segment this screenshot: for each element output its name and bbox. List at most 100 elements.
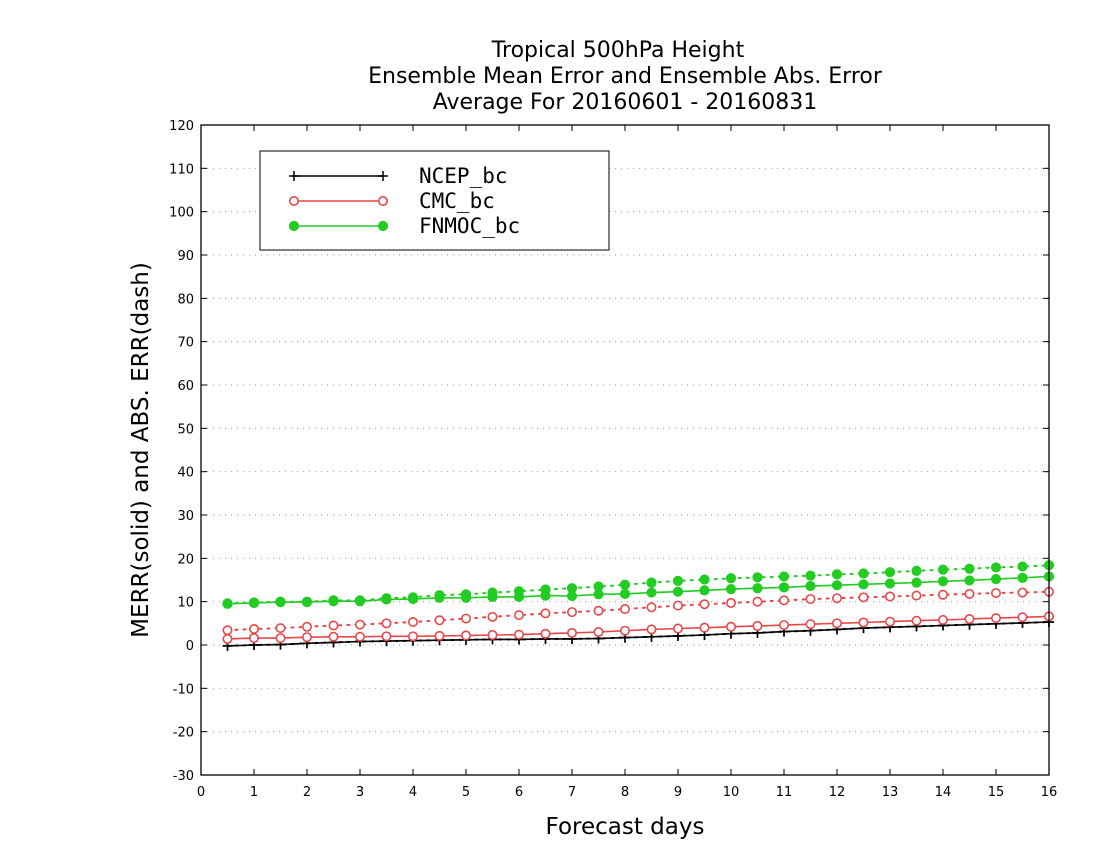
series-cmc-bc-merr-point [328, 631, 339, 642]
series-cmc-bc-abs-err-point [990, 587, 1001, 598]
y-tick-label: 60 [177, 379, 194, 394]
series-cmc-bc-merr-point [487, 630, 498, 641]
plot-frame [200, 124, 1050, 776]
x-tick-label: 15 [988, 785, 1005, 800]
series-cmc-bc-abs-err-point [540, 608, 551, 619]
series-fnmoc-bc-merr-point [540, 590, 551, 601]
series-fnmoc-bc-merr-point [513, 591, 525, 603]
series-cmc-bc-abs-err-point [275, 623, 286, 634]
series-ncep-bc-merr-line [227, 621, 1050, 647]
series-cmc-bc-merr-point [805, 619, 816, 630]
y-tick-label: 30 [177, 509, 194, 524]
series-fnmoc-bc-merr-point [778, 582, 790, 593]
series-cmc-bc-abs-err-point [434, 615, 445, 626]
series-cmc-bc-abs-err-point [566, 607, 577, 618]
series-fnmoc-bc-merr-point [487, 591, 498, 603]
x-tick-label: 8 [621, 785, 629, 800]
x-tick-label: 3 [356, 785, 364, 800]
series-fnmoc-bc-abs-err-point [990, 562, 1002, 573]
series-cmc-bc-abs-err-point [831, 593, 842, 604]
x-tick-label: 0 [197, 785, 205, 800]
series-cmc-bc-abs-err-point [778, 595, 789, 606]
series-fnmoc-bc-abs-err-point [778, 571, 790, 582]
y-tick-label: 110 [169, 162, 194, 177]
series-cmc-bc-merr-point [699, 622, 710, 633]
series-cmc-bc-merr-point [831, 618, 842, 629]
y-tick-label: 120 [169, 119, 194, 134]
x-tick-label: 16 [1041, 785, 1058, 800]
series-cmc-bc [222, 586, 1055, 644]
series-cmc-bc-merr-point [275, 633, 286, 644]
x-tick-label: 9 [674, 785, 682, 800]
y-tick-label: 50 [177, 422, 194, 437]
series-fnmoc-bc-abs-err-point [805, 570, 816, 581]
x-tick-label: 11 [776, 785, 793, 800]
series-fnmoc-bc-merr-point [1017, 572, 1028, 583]
y-tick-label: 10 [177, 596, 194, 611]
series-cmc-bc-merr-point [858, 617, 869, 628]
legend-marker-start-ncep-bc [289, 171, 299, 181]
series-cmc-bc-abs-err-point [381, 618, 392, 629]
series-fnmoc-bc-merr-point [275, 597, 286, 608]
series-cmc-bc-abs-err-point [301, 621, 312, 632]
series-fnmoc-bc-abs-err-point [619, 579, 631, 590]
chart-title-line-3: Average For 20160601 - 20160831 [433, 90, 818, 115]
series-cmc-bc-abs-err-point [752, 596, 763, 607]
series-cmc-bc-merr-point [1017, 612, 1028, 623]
x-tick-label: 10 [723, 785, 740, 800]
series-cmc-bc-abs-err-point [911, 590, 922, 601]
series-cmc-bc-abs-err-point [646, 602, 657, 613]
chart-title-line-1: Tropical 500hPa Height [491, 38, 745, 63]
series-cmc-bc-abs-err-point [964, 588, 975, 599]
y-tick-label: 20 [177, 552, 194, 567]
series-cmc-bc-abs-err-point [725, 597, 736, 608]
series-fnmoc-bc-merr-point [381, 594, 392, 605]
legend-entry-cmc-bc: CMC_bc [288, 189, 495, 213]
series-cmc-bc-abs-err-point [487, 611, 498, 622]
x-tick-label: 5 [462, 785, 470, 800]
series-cmc-bc-abs-err-point [699, 599, 710, 610]
series-fnmoc-bc-abs-err-point [964, 563, 975, 574]
series-cmc-bc-merr-point [725, 621, 736, 632]
series-cmc-bc-abs-err-point [937, 589, 948, 600]
series-fnmoc-bc-abs-err-point [831, 569, 843, 580]
y-tick-label: 90 [177, 249, 194, 264]
series-cmc-bc-merr-point [407, 631, 418, 642]
y-tick-label: 70 [177, 336, 194, 351]
x-tick-label: 1 [250, 785, 258, 800]
y-tick-label: 40 [177, 466, 194, 481]
legend-entry-fnmoc-bc: FNMOC_bc [288, 214, 520, 238]
series-cmc-bc-abs-err-point [407, 617, 418, 628]
series-cmc-bc-merr-point [566, 627, 577, 638]
series-cmc-bc-merr-point [249, 633, 260, 644]
series-fnmoc-bc-abs-err-point [884, 567, 896, 578]
series-fnmoc-bc-abs-err-point [672, 575, 684, 586]
x-tick-label: 12 [829, 785, 846, 800]
series-cmc-bc-abs-err-point [593, 605, 604, 616]
series-fnmoc-bc-merr-point [646, 587, 657, 598]
series-cmc-bc-abs-err-point [884, 591, 895, 602]
series-cmc-bc-merr-point [752, 620, 763, 631]
series-fnmoc-bc-merr-point [725, 584, 737, 595]
x-tick-label: 6 [515, 785, 523, 800]
series-cmc-bc-merr-point [593, 626, 604, 637]
series-fnmoc-bc-abs-err-point [911, 565, 922, 577]
series-fnmoc-bc-merr-point [619, 588, 631, 599]
series-cmc-bc-merr-point [937, 614, 948, 625]
series-fnmoc-bc-merr-point [248, 597, 260, 609]
x-tick-label: 13 [882, 785, 899, 800]
y-tick-label: 80 [177, 292, 194, 307]
y-tick-label: -10 [173, 682, 194, 697]
series-fnmoc-bc-merr-point [354, 596, 366, 607]
series-ncep-bc [222, 617, 1054, 651]
series-fnmoc-bc-merr-point [884, 578, 896, 589]
series-cmc-bc-merr-point [619, 625, 630, 636]
y-axis-label: MERR(solid) and ABS. ERR(dash) [128, 262, 154, 638]
x-tick-label: 2 [303, 785, 311, 800]
x-tick-label: 4 [409, 785, 417, 800]
series-fnmoc-bc-merr-point [301, 597, 313, 608]
series-fnmoc-bc-merr-point [990, 574, 1002, 585]
series-fnmoc-bc-merr-point [699, 585, 710, 596]
series-cmc-bc-merr-point [540, 628, 551, 639]
legend-entry-ncep-bc: NCEP_bc [289, 164, 508, 188]
